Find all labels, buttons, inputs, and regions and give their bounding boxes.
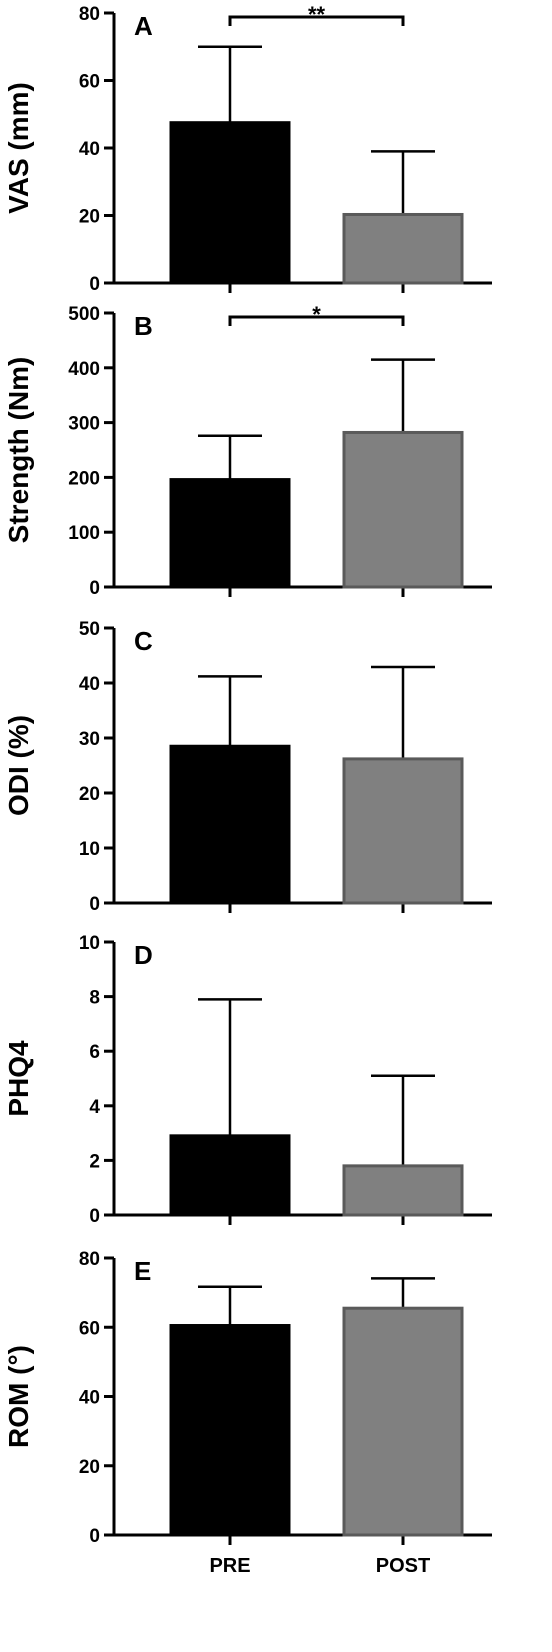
y-tick-label: 60 [79, 72, 100, 93]
panel-letter: B [134, 311, 153, 341]
x-tick-label-post: POST [376, 1555, 430, 1577]
y-tick-label: 6 [89, 1042, 100, 1063]
panel-a: 0 20 40 60 80 A VAS (mm) ** [3, 2, 492, 295]
y-tick-label: 20 [79, 784, 100, 805]
y-tick-label: 400 [68, 359, 100, 380]
panel-e: 0 20 40 60 80 E ROM (°) [3, 1249, 492, 1547]
y-tick-label: 10 [79, 839, 100, 860]
y-tick-label: 4 [89, 1097, 100, 1118]
panel-b: 0 100 200 300 400 500 B Strength (Nm) * [3, 302, 492, 599]
y-tick-label: 0 [89, 578, 100, 599]
y-tick-label: 2 [89, 1151, 100, 1172]
panel-letter: C [134, 626, 153, 656]
bar-post [342, 1164, 464, 1217]
y-tick-label: 50 [79, 619, 100, 640]
x-tick-label-pre: PRE [209, 1555, 250, 1577]
bar-post [342, 430, 464, 589]
y-tick-label: 0 [89, 894, 100, 915]
bar-post [342, 212, 464, 285]
y-axis-title: ODI (%) [3, 715, 34, 816]
y-tick-label: 60 [79, 1318, 100, 1339]
y-tick-label: 300 [68, 414, 100, 435]
y-tick-label: 40 [79, 674, 100, 695]
y-tick-label: 10 [79, 933, 100, 954]
bar-pre [169, 1134, 291, 1217]
y-tick-label: 8 [89, 988, 100, 1009]
y-tick-label: 20 [79, 1457, 100, 1478]
bar-pre [169, 121, 291, 285]
significance-label: ** [308, 2, 326, 27]
bar-pre [169, 1324, 291, 1537]
panel-letter: E [134, 1256, 151, 1286]
y-axis-title: Strength (Nm) [3, 357, 34, 544]
y-tick-label: 40 [79, 1388, 100, 1409]
y-tick-label: 0 [89, 1526, 100, 1547]
y-tick-label: 0 [89, 1206, 100, 1227]
y-axis-title: ROM (°) [3, 1345, 34, 1448]
y-tick-label: 0 [89, 274, 100, 295]
bar-pre [169, 744, 291, 905]
y-tick-label: 40 [79, 139, 100, 160]
panel-c: 0 10 20 30 40 50 C ODI (%) [3, 619, 492, 915]
panel-d: 0 2 4 6 8 10 D PHQ4 [3, 933, 492, 1227]
y-axis-title: VAS (mm) [3, 82, 34, 214]
panel-letter: D [134, 940, 153, 970]
significance-label: * [312, 302, 321, 327]
y-tick-label: 100 [68, 523, 100, 544]
y-tick-label: 30 [79, 729, 100, 750]
bar-post [342, 1306, 464, 1537]
y-tick-label: 80 [79, 4, 100, 25]
bar-post [342, 757, 464, 905]
y-tick-label: 80 [79, 1249, 100, 1270]
y-tick-label: 500 [68, 304, 100, 325]
y-tick-label: 200 [68, 468, 100, 489]
y-tick-label: 20 [79, 207, 100, 228]
y-axis-title: PHQ4 [3, 1040, 34, 1117]
bar-pre [169, 478, 291, 589]
panel-letter: A [134, 11, 153, 41]
